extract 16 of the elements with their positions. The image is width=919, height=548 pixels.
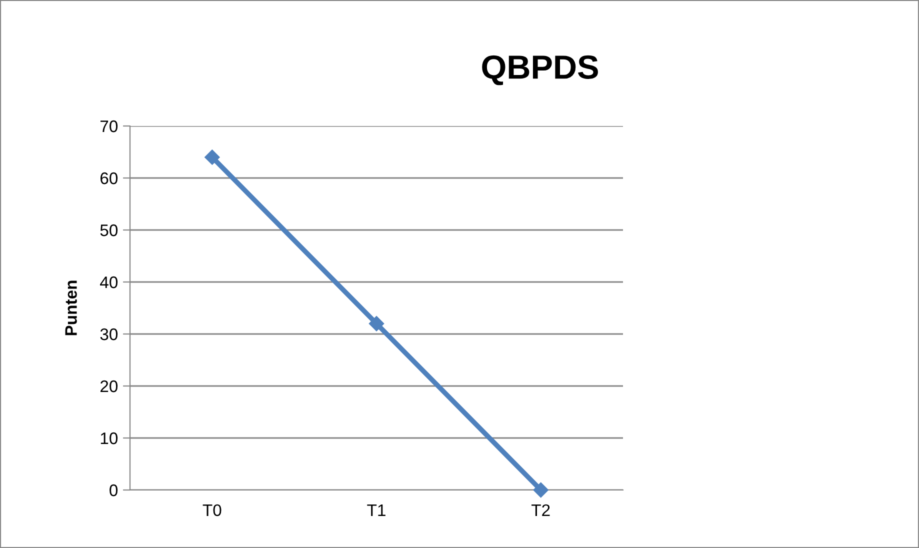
x-tick-label: T2 bbox=[531, 504, 550, 516]
y-tick-label: 10 bbox=[100, 432, 118, 444]
y-tick-label: 50 bbox=[100, 224, 118, 236]
y-axis-title: Punten bbox=[65, 280, 77, 336]
x-tick-label: T0 bbox=[202, 504, 222, 516]
point bbox=[368, 316, 384, 332]
point bbox=[533, 482, 548, 498]
y-tick-label: 20 bbox=[100, 380, 118, 392]
y-tick-label: 60 bbox=[100, 172, 118, 184]
point bbox=[204, 150, 220, 165]
y-tick-label: 30 bbox=[100, 328, 118, 340]
y-tick-label: 0 bbox=[110, 484, 118, 496]
y-tick-label: 40 bbox=[100, 276, 118, 288]
chart-title: QBPDS bbox=[482, 55, 598, 86]
y-tick-label: 70 bbox=[100, 120, 118, 132]
x-tick-label: T1 bbox=[367, 504, 386, 516]
